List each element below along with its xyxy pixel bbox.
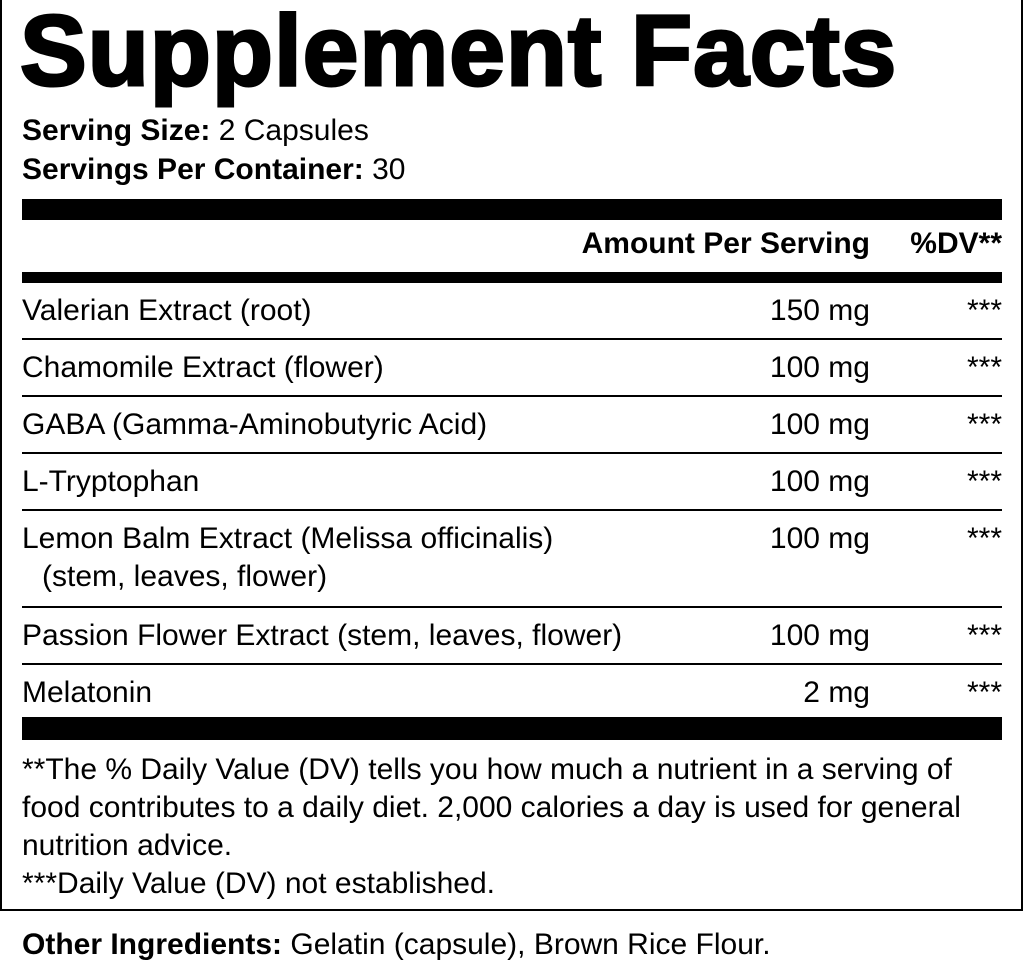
other-ingredients-value: Gelatin (capsule), Brown Rice Flour. (290, 928, 771, 961)
ingredient-amount: 100 mg (769, 408, 870, 441)
ingredient-name: Melatonin (22, 676, 153, 709)
amount-header: Amount Per Serving (581, 227, 870, 260)
ingredient-row: Lemon Balm Extract (Melissa officinalis)… (22, 511, 1002, 608)
ingredient-name: Valerian Extract (root) (22, 294, 312, 327)
ingredient-name: L-Tryptophan (22, 465, 200, 498)
ingredient-amount: 100 mg (769, 465, 870, 498)
ingredient-name: Chamomile Extract (flower) (22, 351, 384, 384)
thick-divider-bottom (22, 717, 1002, 740)
other-ingredients: Other Ingredients: Gelatin (capsule), Br… (22, 927, 771, 963)
dv-header: %DV** (910, 227, 1002, 260)
ingredient-dv: *** (966, 676, 1002, 709)
ingredient-subtext: (stem, leaves, flower) (42, 560, 328, 593)
ingredient-row: Passion Flower Extract (stem, leaves, fl… (22, 608, 1002, 665)
ingredient-row: Valerian Extract (root) 150 mg *** (22, 283, 1002, 340)
panel-title: Supplement Facts (18, 0, 898, 108)
serving-size-value: 2 Capsules (218, 114, 369, 147)
thick-divider (22, 199, 1002, 220)
other-ingredients-label: Other Ingredients: (22, 928, 283, 961)
ingredient-row: L-Tryptophan 100 mg *** (22, 454, 1002, 511)
ingredient-name: Passion Flower Extract (stem, leaves, fl… (22, 619, 623, 652)
footnotes: **The % Daily Value (DV) tells you how m… (22, 751, 1012, 903)
serving-size: Serving Size: 2 Capsules (22, 113, 369, 149)
dv-footnote: **The % Daily Value (DV) tells you how m… (22, 753, 961, 862)
supplement-facts-panel (0, 0, 1023, 911)
medium-divider (22, 272, 1002, 283)
ingredient-dv: *** (966, 351, 1002, 384)
ingredient-row: Chamomile Extract (flower) 100 mg *** (22, 340, 1002, 397)
ingredient-amount: 100 mg (769, 351, 870, 384)
ingredient-row: GABA (Gamma-Aminobutyric Acid) 100 mg *** (22, 397, 1002, 454)
ingredient-dv: *** (966, 522, 1002, 555)
ingredient-dv: *** (966, 465, 1002, 498)
not-established-footnote: ***Daily Value (DV) not established. (22, 867, 496, 900)
ingredient-dv: *** (966, 619, 1002, 652)
ingredient-amount: 100 mg (769, 619, 870, 652)
ingredient-dv: *** (966, 294, 1002, 327)
servings-per-container-label: Servings Per Container: (22, 153, 364, 186)
ingredient-row: Melatonin 2 mg *** (22, 665, 1002, 720)
serving-size-label: Serving Size: (22, 114, 211, 147)
ingredient-amount: 100 mg (769, 522, 870, 555)
servings-per-container: Servings Per Container: 30 (22, 152, 405, 188)
servings-per-container-value: 30 (372, 153, 406, 186)
ingredient-amount: 2 mg (803, 676, 870, 709)
ingredient-dv: *** (966, 408, 1002, 441)
ingredient-name: GABA (Gamma-Aminobutyric Acid) (22, 408, 488, 441)
ingredient-amount: 150 mg (769, 294, 870, 327)
ingredient-name: Lemon Balm Extract (Melissa officinalis) (22, 522, 554, 555)
